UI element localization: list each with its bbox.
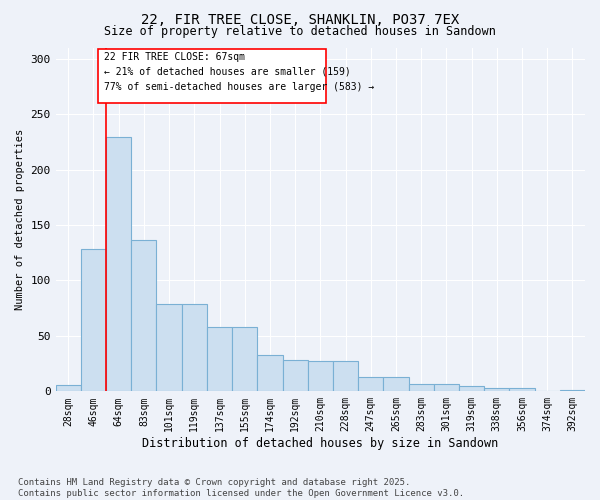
Bar (358, 377, 383, 392)
Text: Size of property relative to detached houses in Sandown: Size of property relative to detached ho… (104, 25, 496, 38)
Bar (157, 304, 182, 392)
Bar (383, 377, 409, 392)
Y-axis label: Number of detached properties: Number of detached properties (15, 129, 25, 310)
Bar (308, 362, 333, 392)
Bar (434, 384, 459, 392)
FancyBboxPatch shape (98, 49, 326, 102)
Bar (283, 360, 308, 392)
Bar (257, 354, 283, 392)
Bar (232, 327, 257, 392)
Bar (409, 384, 434, 392)
Bar (56, 384, 81, 392)
Text: 22 FIR TREE CLOSE: 67sqm
← 21% of detached houses are smaller (159)
77% of semi-: 22 FIR TREE CLOSE: 67sqm ← 21% of detach… (104, 52, 374, 92)
Bar (560, 390, 585, 392)
Bar (182, 304, 207, 392)
Bar (333, 362, 358, 392)
Bar (131, 240, 157, 392)
X-axis label: Distribution of detached houses by size in Sandown: Distribution of detached houses by size … (142, 437, 499, 450)
Bar (81, 250, 106, 392)
Text: 22, FIR TREE CLOSE, SHANKLIN, PO37 7EX: 22, FIR TREE CLOSE, SHANKLIN, PO37 7EX (141, 12, 459, 26)
Bar (459, 386, 484, 392)
Bar (106, 138, 131, 392)
Bar (207, 327, 232, 392)
Bar (484, 388, 509, 392)
Bar (509, 388, 535, 392)
Text: Contains HM Land Registry data © Crown copyright and database right 2025.
Contai: Contains HM Land Registry data © Crown c… (18, 478, 464, 498)
